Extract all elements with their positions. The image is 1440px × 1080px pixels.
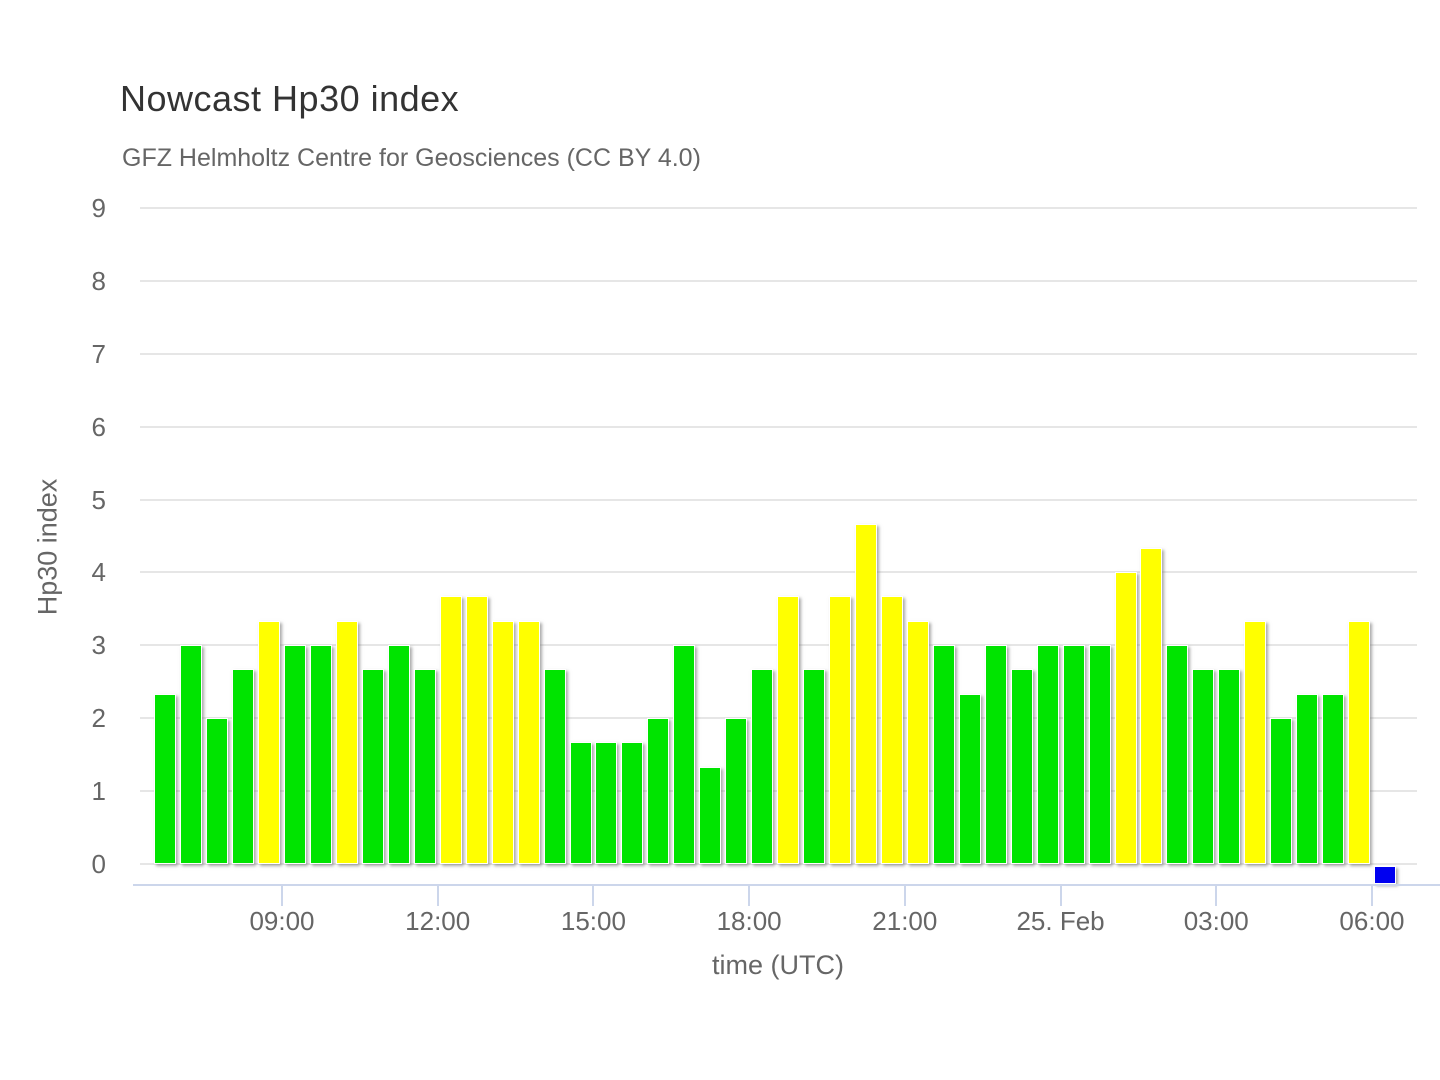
hp30-bar[interactable] bbox=[647, 718, 670, 864]
hp30-pending-bar[interactable] bbox=[1374, 866, 1397, 884]
y-axis-tick-label: 7 bbox=[91, 338, 106, 369]
y-axis-tick-label: 0 bbox=[91, 849, 106, 879]
hp30-bar[interactable] bbox=[284, 645, 307, 864]
y-axis-tick-label: 4 bbox=[91, 557, 106, 588]
y-gridline bbox=[140, 425, 1417, 428]
hp30-bar[interactable] bbox=[1270, 718, 1293, 864]
y-gridline bbox=[140, 207, 1417, 209]
hp30-bar[interactable] bbox=[699, 767, 722, 864]
hp30-bar[interactable] bbox=[335, 621, 358, 864]
hp30-bar[interactable] bbox=[1296, 694, 1319, 864]
x-axis-tick-label: 06:00 bbox=[1339, 906, 1405, 936]
hp30-bar[interactable] bbox=[465, 596, 488, 864]
hp30-bar[interactable] bbox=[517, 621, 540, 864]
hp30-bar[interactable] bbox=[803, 669, 826, 864]
hp30-bar[interactable] bbox=[880, 596, 903, 864]
hp30-bar[interactable] bbox=[777, 596, 800, 864]
hp30-bar[interactable] bbox=[180, 645, 203, 864]
y-gridline bbox=[140, 279, 1417, 282]
y-gridline bbox=[140, 498, 1417, 501]
y-axis-tick-label: 2 bbox=[91, 703, 106, 734]
hp30-bar[interactable] bbox=[1114, 572, 1137, 864]
x-axis-tick bbox=[1059, 886, 1062, 906]
hp30-bar[interactable] bbox=[595, 742, 618, 864]
hp30-bar[interactable] bbox=[1348, 621, 1371, 864]
hp30-bar[interactable] bbox=[673, 645, 696, 864]
hp30-bar[interactable] bbox=[958, 694, 981, 864]
x-axis-tick bbox=[1215, 886, 1218, 906]
x-axis-tick-label: 12:00 bbox=[405, 906, 471, 936]
x-axis-tick-label: 09:00 bbox=[249, 906, 315, 936]
hp30-bar[interactable] bbox=[1192, 669, 1215, 864]
hp30-bar[interactable] bbox=[232, 669, 255, 864]
chart-title: Nowcast Hp30 index bbox=[120, 78, 460, 119]
hp30-bar[interactable] bbox=[154, 694, 177, 864]
x-axis-tick bbox=[281, 886, 283, 906]
x-axis-tick-label: 15:00 bbox=[560, 906, 626, 936]
hp30-bar[interactable] bbox=[906, 621, 929, 864]
hp30-bar[interactable] bbox=[855, 523, 877, 864]
y-gridline bbox=[140, 352, 1417, 355]
hp30-bar[interactable] bbox=[569, 742, 592, 864]
hp30-bar[interactable] bbox=[413, 669, 436, 864]
x-axis-tick bbox=[748, 886, 751, 906]
hp30-bar[interactable] bbox=[1036, 645, 1059, 864]
hp30-bar[interactable] bbox=[1322, 694, 1345, 864]
hp30-bar[interactable] bbox=[387, 645, 410, 864]
hp30-bar[interactable] bbox=[1218, 669, 1241, 864]
x-axis-line bbox=[133, 884, 1440, 886]
hp30-bar[interactable] bbox=[310, 645, 332, 864]
hp30-bar[interactable] bbox=[1062, 645, 1085, 864]
x-axis-tick-label: 21:00 bbox=[872, 906, 938, 936]
hp30-bar[interactable] bbox=[543, 669, 566, 864]
hp30-bar[interactable] bbox=[439, 596, 462, 864]
x-axis-tick bbox=[903, 886, 906, 906]
hp30-bar[interactable] bbox=[984, 645, 1007, 864]
y-axis-tick-label: 9 bbox=[91, 193, 106, 223]
hp30-bar[interactable] bbox=[725, 718, 748, 864]
y-axis-tick-label: 3 bbox=[91, 630, 106, 661]
y-gridline bbox=[140, 863, 1417, 865]
hp30-bar[interactable] bbox=[1166, 645, 1189, 864]
y-axis-tick-label: 8 bbox=[91, 265, 106, 296]
hp30-bar[interactable] bbox=[258, 621, 281, 864]
y-gridline bbox=[140, 571, 1417, 574]
hp30-bar[interactable] bbox=[1088, 645, 1111, 864]
hp30-bar[interactable] bbox=[621, 742, 644, 864]
hp30-bar[interactable] bbox=[361, 669, 384, 864]
hp30-bar[interactable] bbox=[206, 718, 229, 864]
y-axis-tick-label: 5 bbox=[91, 484, 106, 515]
x-axis-tick-label: 18:00 bbox=[716, 906, 782, 936]
hp30-bar[interactable] bbox=[751, 669, 774, 864]
x-axis-tick-label: 03:00 bbox=[1183, 906, 1249, 936]
hp30-bar[interactable] bbox=[491, 621, 514, 864]
hp30-bar[interactable] bbox=[829, 596, 852, 864]
x-axis-tick bbox=[1370, 886, 1373, 906]
y-axis-tick-label: 6 bbox=[91, 411, 106, 442]
x-axis-tick-label: 25. Feb bbox=[1016, 906, 1105, 936]
hp30-bar[interactable] bbox=[1010, 669, 1033, 864]
x-axis-title: time (UTC) bbox=[712, 950, 844, 980]
chart-subtitle: GFZ Helmholtz Centre for Geosciences (CC… bbox=[122, 144, 701, 172]
hp30-bar[interactable] bbox=[1140, 548, 1163, 864]
x-axis-tick bbox=[592, 886, 595, 906]
hp30-bar[interactable] bbox=[932, 645, 955, 864]
hp30-bar[interactable] bbox=[1244, 621, 1267, 864]
x-axis-tick bbox=[436, 886, 439, 906]
y-axis-tick-label: 1 bbox=[91, 776, 106, 807]
